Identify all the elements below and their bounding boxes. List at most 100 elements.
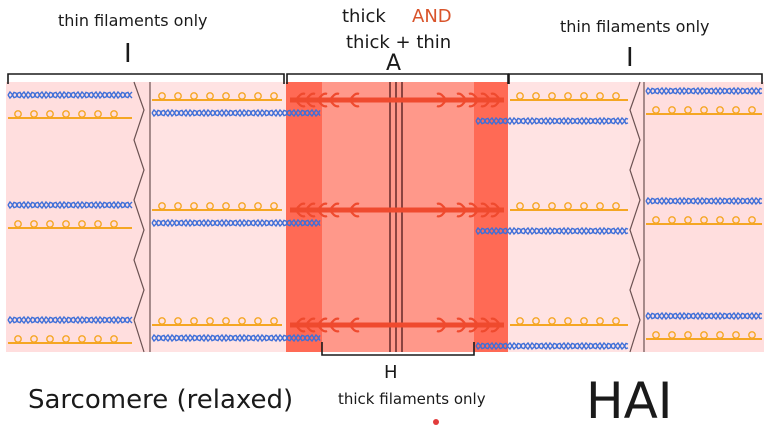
troponin-loop <box>206 92 214 100</box>
troponin-loop <box>158 92 166 100</box>
troponin-loop <box>190 317 198 325</box>
troponin-loop <box>748 331 756 339</box>
troponin-loop <box>222 92 230 100</box>
troponin-loop <box>564 317 572 325</box>
thin-filament-blue-strand <box>645 311 763 321</box>
myosin-head <box>295 92 306 108</box>
troponin-loop <box>732 106 740 114</box>
myosin-head <box>490 202 501 218</box>
thin-filament-blue-strand <box>151 108 321 118</box>
troponin-loop <box>270 202 278 210</box>
troponin-loop <box>270 92 278 100</box>
troponin-loop <box>596 92 604 100</box>
troponin-loop <box>174 317 182 325</box>
thin-filament-blue-strand <box>475 226 629 236</box>
a-band-label-and: AND <box>412 6 452 27</box>
troponin-loop <box>110 335 118 343</box>
troponin-loop <box>30 220 38 228</box>
troponin-loop <box>716 106 724 114</box>
myosin-head <box>317 317 328 333</box>
troponin-loop <box>612 317 620 325</box>
troponin-loop <box>254 317 262 325</box>
myosin-head <box>349 317 360 333</box>
a-band-bracket <box>286 73 509 84</box>
troponin-loop <box>580 317 588 325</box>
troponin-loop <box>580 92 588 100</box>
h-zone-label: thick filaments only <box>338 390 486 408</box>
troponin-loop <box>110 110 118 118</box>
myosin-head <box>490 317 501 333</box>
thin-filament-blue-strand <box>645 196 763 206</box>
thin-filament-blue-strand <box>645 196 763 206</box>
myosin-head <box>468 202 479 218</box>
troponin-loop <box>174 202 182 210</box>
troponin-loop <box>516 92 524 100</box>
myosin-head <box>317 202 328 218</box>
myosin-head <box>349 202 360 218</box>
troponin-loop <box>548 317 556 325</box>
myosin-head <box>480 202 491 218</box>
thin-filament-blue-strand <box>7 90 133 100</box>
myosin-head <box>480 92 491 108</box>
troponin-loop <box>652 216 660 224</box>
myosin-head <box>490 92 501 108</box>
troponin-loop <box>78 220 86 228</box>
troponin-loop <box>532 92 540 100</box>
troponin-loop <box>548 202 556 210</box>
thin-filament-blue-strand <box>475 226 629 236</box>
myosin-head <box>468 317 479 333</box>
troponin-loop <box>716 216 724 224</box>
troponin-loop <box>732 216 740 224</box>
i-band-right-letter: I <box>626 43 634 73</box>
thin-filament-blue-strand <box>151 218 321 228</box>
troponin-loop <box>564 92 572 100</box>
troponin-loop <box>700 216 708 224</box>
a-band-light <box>322 82 474 352</box>
myosin-head <box>456 92 467 108</box>
myosin-head <box>329 202 340 218</box>
thin-filament-blue-strand <box>151 108 321 118</box>
troponin-loop <box>684 106 692 114</box>
myosin-head <box>436 92 447 108</box>
thin-filament-blue-strand <box>475 116 629 126</box>
troponin-loop <box>174 92 182 100</box>
m-line <box>389 82 403 352</box>
troponin-loop <box>548 92 556 100</box>
troponin-loop <box>668 106 676 114</box>
i-band-left-label: thin filaments only <box>58 11 208 30</box>
troponin-loop <box>110 220 118 228</box>
troponin-loop <box>652 106 660 114</box>
troponin-loop <box>596 202 604 210</box>
troponin-loop <box>30 335 38 343</box>
myosin-head <box>436 202 447 218</box>
troponin-loop <box>222 317 230 325</box>
troponin-loop <box>206 202 214 210</box>
troponin-loop <box>238 92 246 100</box>
troponin-loop <box>732 331 740 339</box>
troponin-loop <box>30 110 38 118</box>
troponin-loop <box>62 110 70 118</box>
troponin-loop <box>94 110 102 118</box>
troponin-loop <box>62 220 70 228</box>
thin-filament-blue-strand <box>645 86 763 96</box>
myosin-head <box>295 317 306 333</box>
troponin-loop <box>78 335 86 343</box>
troponin-loop <box>564 202 572 210</box>
troponin-loop <box>14 220 22 228</box>
troponin-loop <box>748 216 756 224</box>
troponin-loop <box>652 331 660 339</box>
i-band-right-bracket <box>508 73 763 84</box>
troponin-loop <box>222 202 230 210</box>
myosin-head <box>329 317 340 333</box>
troponin-loop <box>94 335 102 343</box>
i-band-left-letter: I <box>124 39 132 69</box>
cursor-dot <box>433 419 439 425</box>
troponin-loop <box>532 202 540 210</box>
troponin-loop <box>612 92 620 100</box>
troponin-loop <box>684 216 692 224</box>
troponin-loop <box>596 317 604 325</box>
thin-filament-blue-strand <box>151 333 321 343</box>
mnemonic: HAI <box>586 372 673 430</box>
troponin-loop <box>14 335 22 343</box>
troponin-loop <box>78 110 86 118</box>
